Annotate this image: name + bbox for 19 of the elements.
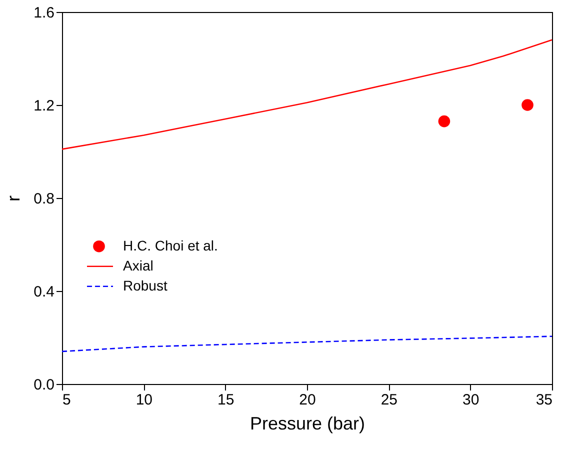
legend-label: Robust xyxy=(123,277,168,294)
x-tick-label: 30 xyxy=(462,392,480,408)
y-tick-label: 0.8 xyxy=(34,190,54,208)
x-tick-label: 20 xyxy=(299,392,316,408)
legend-label: Axial xyxy=(123,257,154,274)
x-tick-label: 25 xyxy=(380,392,398,408)
y-tick-label: 1.2 xyxy=(34,98,54,114)
y-axis-title: r xyxy=(4,196,24,202)
x-tick-label: 5 xyxy=(62,392,71,408)
y-tick-label: 0.4 xyxy=(34,284,54,300)
legend-label: H.C. Choi et al. xyxy=(123,237,218,254)
x-tick-label: 10 xyxy=(136,392,153,408)
y-tick-label: 0.0 xyxy=(34,376,54,394)
x-axis-title: Pressure (bar) xyxy=(250,414,366,434)
y-tick-label: 1.6 xyxy=(34,4,54,22)
x-tick-label: 15 xyxy=(217,392,234,408)
line-series xyxy=(61,39,553,150)
line-series xyxy=(61,336,553,352)
x-tick-label: 35 xyxy=(536,392,552,408)
